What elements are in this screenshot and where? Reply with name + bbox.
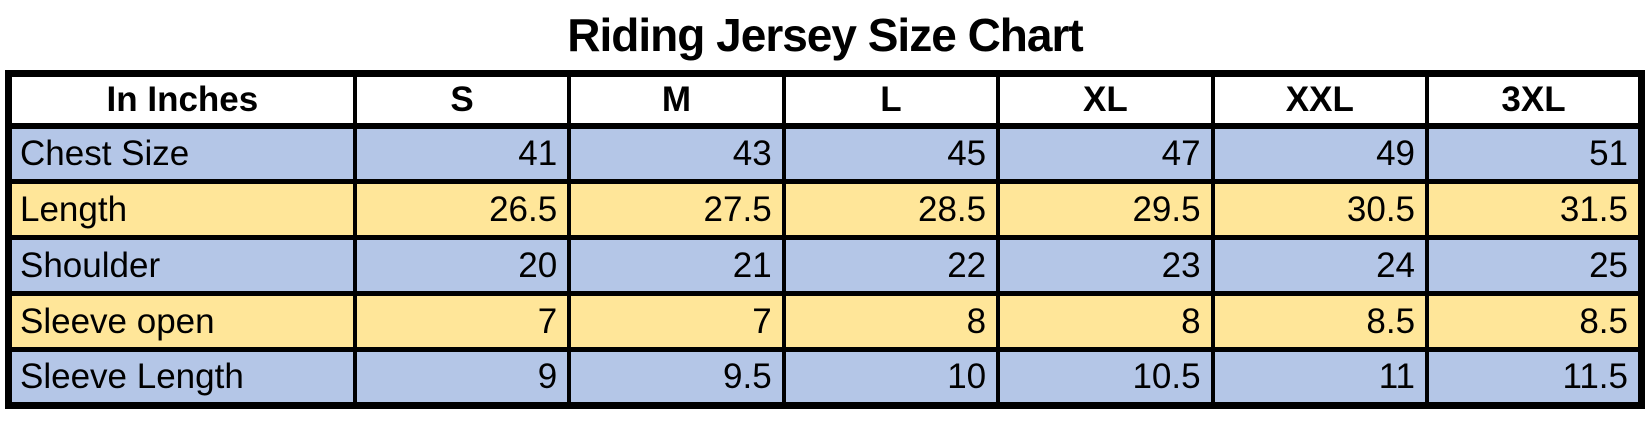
column-header-s: S bbox=[352, 71, 572, 129]
data-cell: 8.5 bbox=[1210, 291, 1430, 352]
data-cell: 25 bbox=[1425, 235, 1644, 296]
table-row-sleeve-length: Sleeve Length 9 9.5 10 10.5 11 11.5 bbox=[6, 347, 1644, 408]
row-label: Sleeve Length bbox=[6, 347, 357, 408]
data-cell: 27.5 bbox=[567, 179, 786, 240]
row-label: Length bbox=[6, 179, 357, 240]
header-row: In Inches S M L XL XXL 3XL bbox=[6, 71, 1644, 129]
table-row-chest-size: Chest Size 41 43 45 47 49 51 bbox=[6, 123, 1644, 184]
data-cell: 9 bbox=[352, 347, 572, 408]
data-cell: 23 bbox=[996, 235, 1215, 296]
data-cell: 8 bbox=[781, 291, 1001, 352]
data-cell: 7 bbox=[567, 291, 786, 352]
data-cell: 28.5 bbox=[781, 179, 1001, 240]
table-row-shoulder: Shoulder 20 21 22 23 24 25 bbox=[6, 235, 1644, 296]
data-cell: 24 bbox=[1210, 235, 1430, 296]
column-header-xxl: XXL bbox=[1210, 71, 1430, 129]
data-cell: 26.5 bbox=[352, 179, 572, 240]
data-cell: 30.5 bbox=[1210, 179, 1430, 240]
data-cell: 49 bbox=[1210, 123, 1430, 184]
table-row-length: Length 26.5 27.5 28.5 29.5 30.5 31.5 bbox=[6, 179, 1644, 240]
data-cell: 43 bbox=[567, 123, 786, 184]
data-cell: 45 bbox=[781, 123, 1001, 184]
data-cell: 11 bbox=[1210, 347, 1430, 408]
data-cell: 29.5 bbox=[996, 179, 1215, 240]
column-header-m: M bbox=[567, 71, 786, 129]
data-cell: 51 bbox=[1425, 123, 1644, 184]
data-cell: 22 bbox=[781, 235, 1001, 296]
data-cell: 9.5 bbox=[567, 347, 786, 408]
data-cell: 10 bbox=[781, 347, 1001, 408]
data-cell: 10.5 bbox=[996, 347, 1215, 408]
page-title: Riding Jersey Size Chart bbox=[567, 9, 1083, 61]
column-header-xl: XL bbox=[996, 71, 1215, 129]
column-header-l: L bbox=[781, 71, 1001, 129]
data-cell: 31.5 bbox=[1425, 179, 1644, 240]
size-table: In Inches S M L XL XXL 3XL Chest Size 41… bbox=[5, 70, 1645, 409]
data-cell: 47 bbox=[996, 123, 1215, 184]
data-cell: 7 bbox=[352, 291, 572, 352]
data-cell: 11.5 bbox=[1425, 347, 1644, 408]
data-cell: 41 bbox=[352, 123, 572, 184]
corner-header: In Inches bbox=[6, 71, 357, 129]
data-cell: 8.5 bbox=[1425, 291, 1644, 352]
data-cell: 21 bbox=[567, 235, 786, 296]
table-row-sleeve-open: Sleeve open 7 7 8 8 8.5 8.5 bbox=[6, 291, 1644, 352]
data-cell: 8 bbox=[996, 291, 1215, 352]
data-cell: 20 bbox=[352, 235, 572, 296]
row-label: Shoulder bbox=[6, 235, 357, 296]
column-header-3xl: 3XL bbox=[1425, 71, 1644, 129]
row-label: Sleeve open bbox=[6, 291, 357, 352]
row-label: Chest Size bbox=[6, 123, 357, 184]
